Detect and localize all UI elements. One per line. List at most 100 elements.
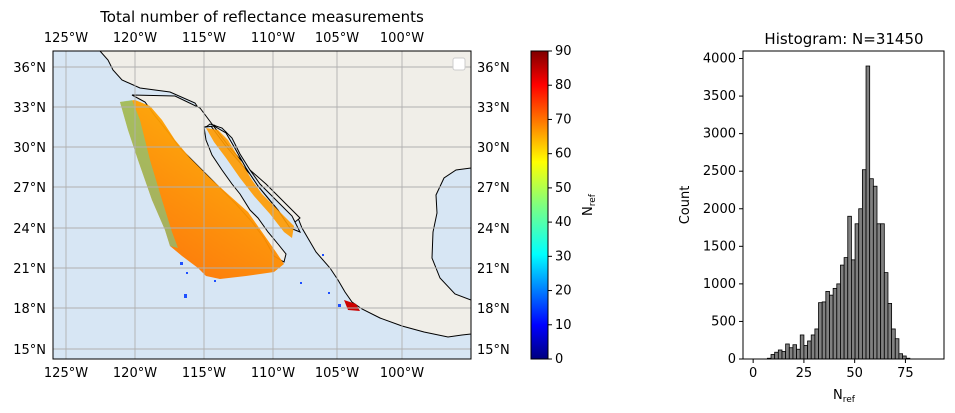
lat-tick-label: 18°N [477, 302, 510, 317]
hist-bar [829, 294, 834, 360]
hist-bar [796, 348, 801, 360]
hist-y-ticks: 0 500 1000 1500 2000 2500 3000 3500 4000 [703, 52, 743, 367]
lat-tick-label: 27°N [13, 181, 46, 196]
lon-tick-label: 115°W [182, 31, 226, 46]
lon-labels-bottom: 125°W 120°W 115°W 110°W 105°W 100°W [44, 366, 424, 381]
hist-bar [840, 264, 845, 360]
hist-bar [807, 340, 812, 360]
swath-speckles [180, 254, 341, 307]
lat-tick-label: 30°N [477, 141, 510, 156]
map-gridlines [53, 51, 471, 359]
colorbar [530, 50, 549, 360]
map-frame [52, 50, 472, 360]
hist-bar [898, 353, 903, 360]
hist-bar [865, 65, 871, 360]
lat-labels-left: 36°N 33°N 30°N 27°N 24°N 21°N 18°N 15°N [13, 61, 46, 358]
lat-tick-label: 21°N [477, 262, 510, 277]
colorbar-tick-label: 80 [555, 78, 572, 93]
map-legend-box [452, 57, 466, 71]
hist-bar [872, 185, 878, 360]
hist-title: Histogram: N=31450 [764, 30, 923, 48]
hist-bar [774, 351, 779, 360]
hist-bar [814, 328, 819, 360]
hist-y-tick-label: 1500 [703, 239, 736, 254]
colorbar-tick-label: 60 [555, 147, 572, 162]
hist-bar [777, 349, 783, 360]
hist-y-tick-label: 0 [728, 352, 736, 367]
map-title: Total number of reflectance measurements [99, 8, 424, 26]
hist-y-tick-label: 500 [711, 314, 736, 329]
hist-x-tick-label: 75 [897, 366, 914, 381]
map-area [53, 51, 471, 359]
hist-bar [891, 328, 896, 360]
lat-tick-label: 24°N [477, 222, 510, 237]
hist-x-tick-label: 25 [796, 366, 813, 381]
swath-gulf [206, 128, 294, 238]
hist-bar [832, 287, 838, 360]
lat-labels-right: 36°N 33°N 30°N 27°N 24°N 21°N 18°N 15°N [477, 61, 510, 358]
lat-tick-label: 21°N [13, 262, 46, 277]
lon-tick-label: 110°W [251, 31, 295, 46]
lon-tick-label: 110°W [251, 366, 295, 381]
hist-y-tick-label: 4000 [703, 52, 736, 67]
hist-bar [785, 343, 790, 360]
hist-y-tick-label: 2500 [703, 164, 736, 179]
hist-y-tick-label: 3500 [703, 89, 736, 104]
hist-bar [799, 334, 805, 360]
hist-bar [869, 178, 874, 360]
colorbar-tick-label: 50 [555, 181, 572, 196]
hist-bar [861, 169, 867, 360]
hist-bar [792, 344, 797, 360]
hist-bar [843, 257, 849, 360]
hist-ylabel: Count [678, 186, 693, 225]
colorbar-tick-label: 90 [555, 44, 572, 59]
colorbar-tick-label: 40 [555, 215, 572, 230]
lon-tick-label: 125°W [44, 31, 88, 46]
hist-bar [887, 303, 893, 360]
hist-y-tick-label: 3000 [703, 127, 736, 142]
hist-xlabel-main: N [833, 388, 843, 403]
hist-bar [836, 283, 841, 360]
hist-bar [803, 345, 808, 360]
hist-bar [858, 208, 863, 360]
hist-bar [883, 272, 889, 360]
lat-tick-label: 15°N [477, 343, 510, 358]
hist-xlabel: Nref [833, 388, 856, 405]
hist-frame [742, 50, 945, 360]
colorbar-label-sub: ref [588, 193, 598, 206]
colorbar-label-main: N [581, 206, 596, 216]
hist-bar [825, 290, 830, 360]
hist-y-tick-label: 2000 [703, 202, 736, 217]
hist-bars [766, 65, 911, 360]
hist-bar [851, 259, 856, 360]
mainland [99, 51, 471, 338]
hist-bar [810, 334, 816, 360]
hist-x-tick-label: 50 [846, 366, 863, 381]
lon-tick-label: 100°W [380, 31, 424, 46]
lon-tick-label: 120°W [113, 31, 157, 46]
hist-bar [788, 347, 794, 360]
lon-tick-label: 100°W [380, 366, 424, 381]
colorbar-tick-label: 20 [555, 284, 572, 299]
lat-tick-label: 27°N [477, 181, 510, 196]
hist-bar [880, 223, 885, 360]
colorbar-tick-label: 0 [555, 352, 563, 367]
hist-bar [781, 351, 787, 360]
lat-tick-label: 18°N [13, 302, 46, 317]
swath-pacific [120, 100, 284, 279]
colorbar-tick-label: 10 [555, 318, 572, 333]
gulf-of-california [204, 123, 302, 233]
hist-x-ticks: 0 25 50 75 [749, 359, 914, 381]
hist-bar [854, 223, 860, 360]
swath-pacific-edge [120, 100, 178, 248]
lon-tick-label: 115°W [182, 366, 226, 381]
colorbar-label: Nref [581, 193, 598, 216]
colorbar-ticks: 0 10 20 30 40 50 60 70 80 90 [548, 44, 572, 367]
colorbar-tick-label: 70 [555, 112, 572, 127]
lat-tick-label: 15°N [13, 343, 46, 358]
lat-tick-label: 36°N [477, 61, 510, 76]
hist-bar [894, 338, 900, 360]
lat-tick-label: 33°N [13, 101, 46, 116]
lon-labels-top: 125°W 120°W 115°W 110°W 105°W 100°W [44, 31, 424, 46]
